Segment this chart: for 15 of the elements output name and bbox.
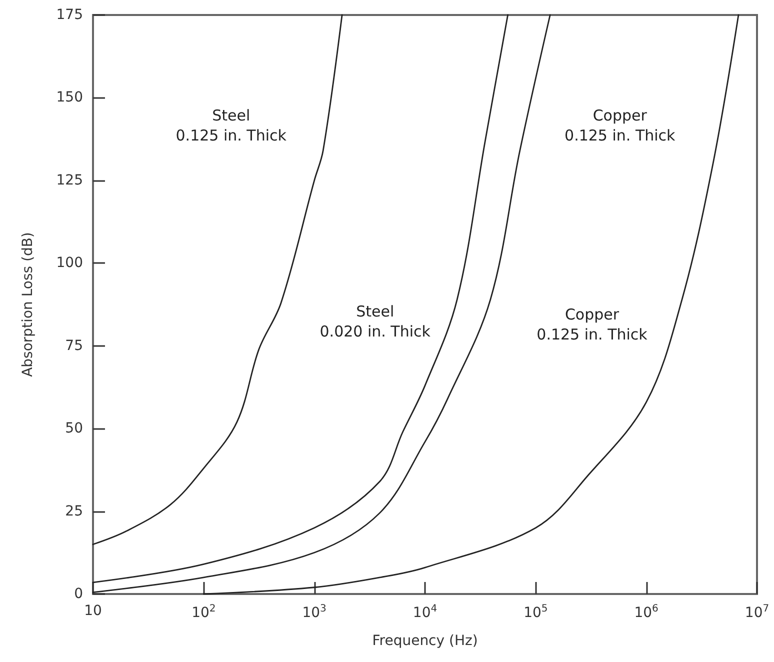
y-tick-label: 150: [56, 90, 83, 106]
series-label: Copper 0.125 in. Thick: [536, 306, 648, 344]
y-tick-label: 0: [74, 586, 83, 602]
series-label: Steel 0.020 in. Thick: [320, 302, 431, 341]
x-tick-label: 10: [84, 603, 102, 619]
text: Copper 0.125 in. Thick: [564, 106, 676, 145]
text: Steel 0.125 in. Thick: [176, 106, 287, 145]
y-tick-label: 50: [65, 420, 83, 437]
y-tick-label: 100: [56, 255, 83, 272]
x-axis-title: Frequency (Hz): [372, 633, 478, 649]
y-tick-label: 25: [65, 503, 83, 520]
y-axis-title: Absorption Loss (dB): [20, 232, 36, 377]
y-tick-label: 125: [56, 172, 83, 188]
y-tick-label: 75: [65, 338, 83, 354]
y-tick-label: 175: [56, 7, 83, 23]
